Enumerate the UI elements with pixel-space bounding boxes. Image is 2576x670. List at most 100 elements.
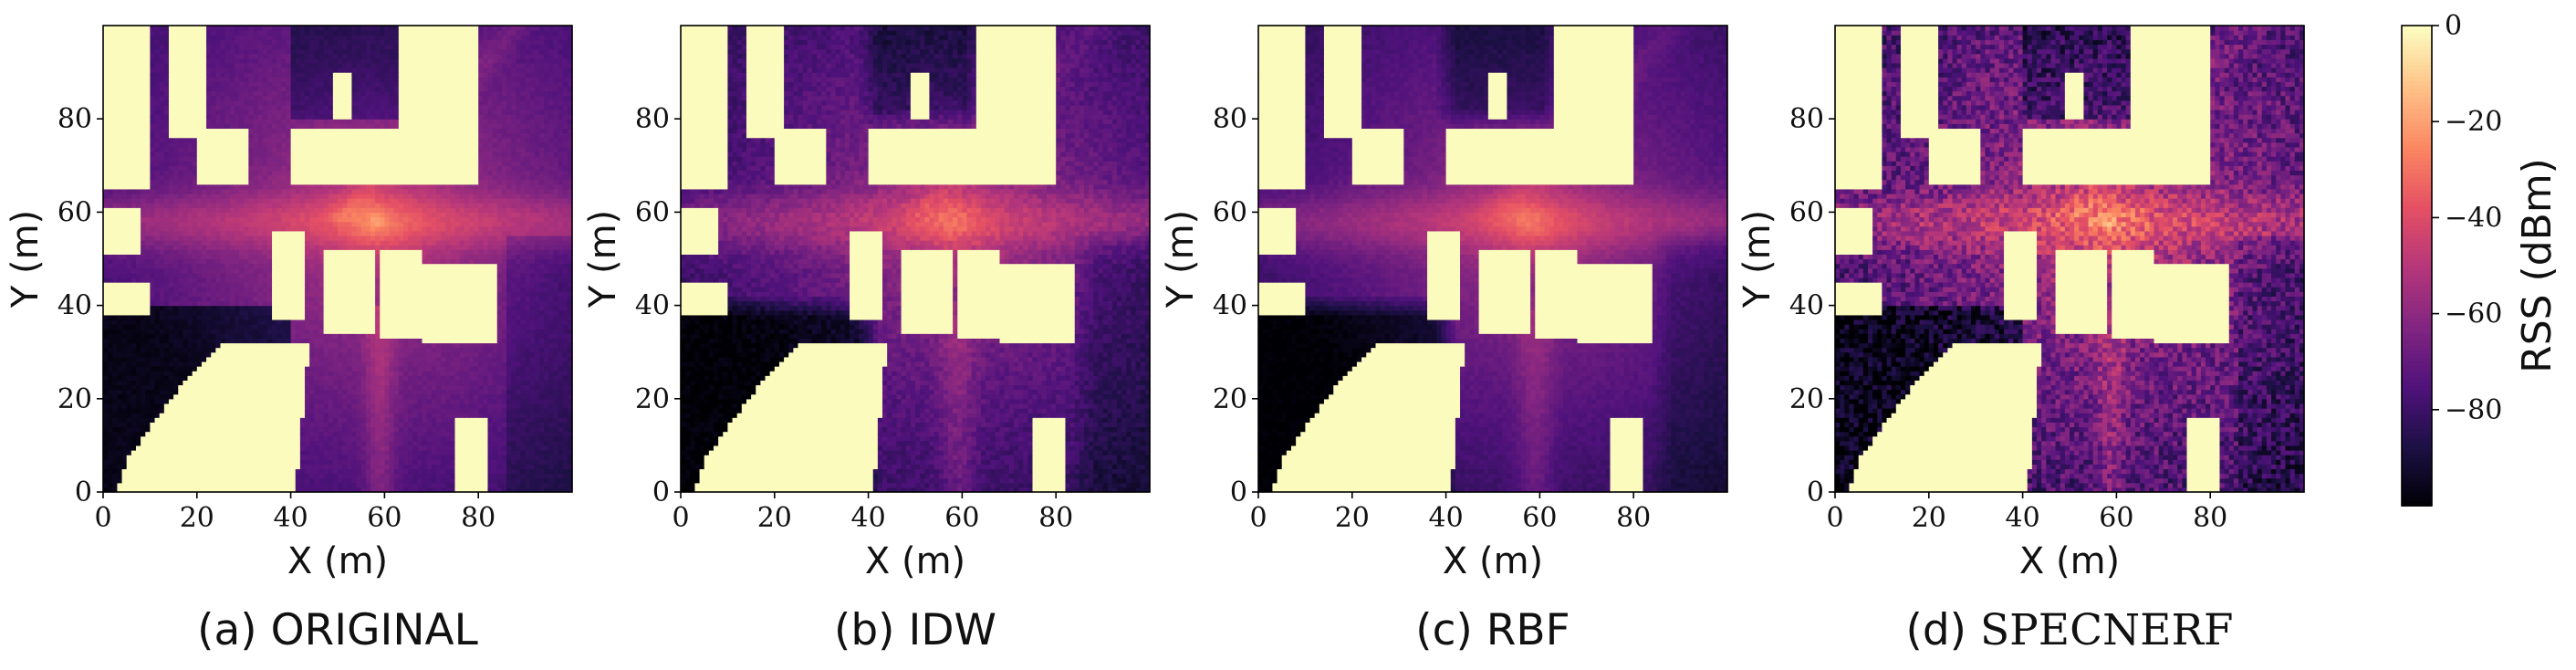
heatmap-cell: [356, 333, 362, 339]
heatmap-cell: [178, 468, 183, 475]
heatmap-cell: [309, 305, 315, 311]
heatmap-cell: [121, 296, 128, 302]
heatmap-cell: [431, 384, 437, 391]
heatmap-cell: [360, 267, 367, 274]
heatmap-cell: [276, 445, 282, 451]
heatmap-cell: [332, 473, 339, 479]
heatmap-cell: [196, 258, 203, 265]
heatmap-cell: [145, 309, 151, 316]
heatmap-cell: [201, 403, 207, 409]
heatmap-cell: [435, 482, 442, 488]
heatmap-cell: [117, 464, 123, 470]
heatmap-cell: [441, 314, 446, 320]
heatmap-cell: [375, 487, 381, 493]
heatmap-cell: [496, 291, 503, 297]
heatmap-cell: [431, 287, 437, 292]
heatmap-cell: [426, 272, 433, 278]
heatmap-cell: [553, 422, 559, 428]
heatmap-cell: [257, 459, 264, 465]
heatmap-cell: [567, 445, 573, 451]
heatmap-cell: [492, 314, 498, 320]
heatmap-cell: [351, 464, 358, 470]
heatmap-cell: [548, 413, 555, 418]
heatmap-cell: [318, 380, 325, 386]
heatmap-cell: [117, 380, 123, 386]
heatmap-cell: [178, 384, 183, 391]
heatmap-cell: [567, 468, 573, 475]
heatmap-cell: [178, 464, 183, 470]
heatmap-cell: [342, 272, 348, 278]
heatmap-cell: [211, 375, 216, 381]
heatmap-cell: [496, 375, 503, 381]
heatmap-cell: [342, 473, 348, 479]
heatmap-cell: [520, 282, 527, 288]
heatmap-cell: [253, 384, 259, 391]
heatmap-cell: [370, 333, 376, 339]
heatmap-cell: [272, 291, 277, 297]
heatmap-cell: [295, 296, 301, 302]
heatmap-cell: [192, 445, 198, 451]
heatmap-cell: [417, 338, 423, 344]
heatmap-cell: [305, 300, 310, 307]
heatmap-cell: [173, 398, 179, 404]
heatmap-cell: [276, 300, 282, 307]
heatmap-cell: [412, 431, 418, 437]
heatmap-cell: [112, 389, 119, 395]
heatmap-cell: [141, 267, 146, 274]
heatmap-cell: [187, 440, 193, 446]
heatmap-cell: [454, 487, 461, 493]
heatmap-cell: [562, 440, 568, 446]
heatmap-cell: [305, 426, 310, 433]
heatmap-cell: [402, 314, 409, 320]
heatmap-cell: [501, 464, 507, 470]
heatmap-cell: [351, 440, 358, 446]
heatmap-cell: [103, 361, 109, 367]
heatmap-cell: [450, 361, 456, 367]
heatmap-cell: [468, 445, 475, 451]
heatmap-cell: [402, 408, 409, 414]
heatmap-cell: [393, 351, 400, 358]
heatmap-cell: [501, 309, 507, 316]
heatmap-cell: [276, 309, 282, 316]
heatmap-cell: [567, 398, 573, 404]
heatmap-cell: [450, 375, 456, 381]
heatmap-cell: [103, 384, 109, 391]
heatmap-cell: [426, 431, 433, 437]
heatmap-cell: [286, 375, 292, 381]
heatmap-cell: [103, 300, 109, 307]
heatmap-cell: [441, 422, 446, 428]
heatmap-cell: [145, 380, 151, 386]
heatmap-cell: [338, 473, 343, 479]
heatmap-cell: [516, 319, 522, 325]
heatmap-cell: [234, 287, 240, 292]
heatmap-cell: [351, 413, 358, 418]
heatmap-cell: [154, 464, 161, 470]
heatmap-cell: [145, 393, 151, 400]
heatmap-cell: [239, 361, 245, 367]
heatmap-cell: [159, 338, 165, 344]
heatmap-cell: [318, 356, 325, 362]
heatmap-cell: [417, 487, 423, 493]
heatmap-cell: [548, 329, 555, 334]
heatmap-cell: [511, 455, 516, 460]
heatmap-cell: [130, 403, 137, 409]
heatmap-cell: [558, 356, 564, 362]
heatmap-cell: [305, 305, 310, 311]
heatmap-cell: [135, 375, 141, 381]
heatmap-cell: [548, 455, 555, 460]
heatmap-cell: [487, 287, 494, 292]
heatmap-cell: [257, 342, 264, 349]
heatmap-cell: [130, 296, 137, 302]
heatmap-cell: [468, 380, 475, 386]
heatmap-cell: [257, 305, 264, 311]
heatmap-cell: [520, 464, 527, 470]
heatmap-cell: [398, 314, 404, 320]
heatmap-cell: [548, 417, 555, 423]
heatmap-cell: [183, 258, 189, 265]
heatmap-cell: [544, 258, 549, 265]
heatmap-cell: [398, 258, 404, 265]
heatmap-cell: [544, 459, 549, 465]
heatmap-cell: [159, 272, 165, 278]
heatmap-cell: [229, 440, 235, 446]
